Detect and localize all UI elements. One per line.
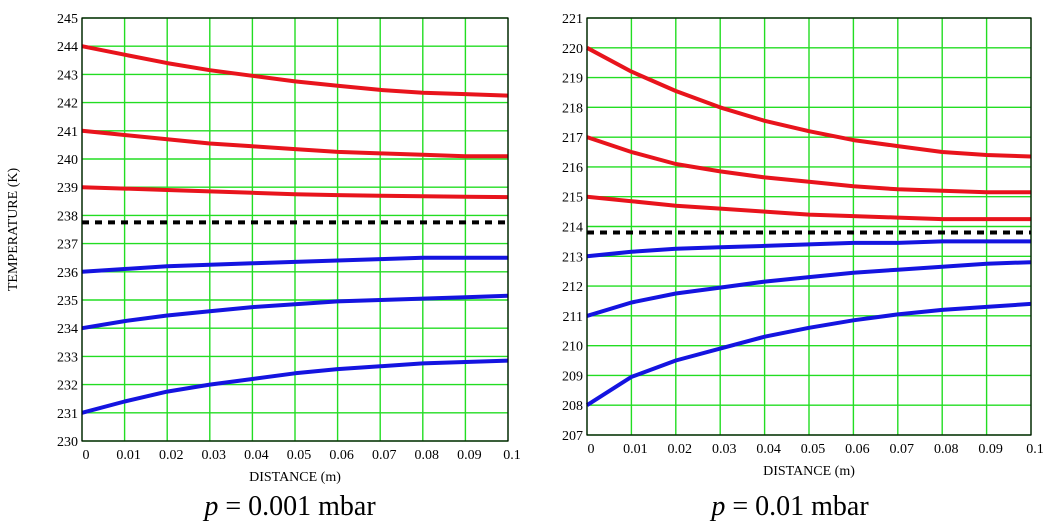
y-tick-label: 214	[562, 221, 583, 236]
x-axis-label: DISTANCE (m)	[763, 464, 855, 479]
y-tick-label: 231	[57, 407, 78, 422]
x-tick-label: 0.09	[978, 442, 1003, 457]
plot-frame	[81, 17, 509, 442]
y-tick-label: 217	[562, 131, 583, 146]
y-tick-label: 221	[562, 12, 583, 27]
x-tick-label: 0.06	[845, 442, 870, 457]
caption-variable: p	[709, 491, 725, 522]
series-line-5	[586, 239, 1031, 259]
y-tick-label: 242	[57, 97, 78, 112]
y-tick-label: 236	[57, 266, 78, 281]
y-tick-label: 207	[562, 429, 583, 444]
y-tick-label: 216	[562, 161, 583, 176]
series-line-6	[586, 260, 1032, 318]
caption-variable: p	[202, 491, 218, 522]
caption-value: = 0.01 mbar	[725, 491, 869, 522]
x-tick-label: 0.04	[756, 442, 781, 457]
y-tick-label: 208	[562, 399, 583, 414]
x-tick-label: 0.02	[668, 442, 693, 457]
series-line-7	[585, 301, 1032, 407]
x-tick-label: 0.01	[116, 448, 141, 463]
x-tick-label: 0.07	[890, 442, 915, 457]
x-tick-label: 0	[83, 448, 90, 463]
y-tick-label: 230	[57, 435, 78, 450]
series-line-2	[586, 135, 1031, 195]
y-tick-label: 240	[57, 153, 78, 168]
y-tick-label: 238	[57, 209, 78, 224]
x-tick-label: 0.06	[329, 448, 354, 463]
x-tick-label: 0	[588, 442, 595, 457]
series-line-3	[586, 194, 1031, 222]
y-tick-label: 220	[562, 42, 583, 57]
y-tick-label: 233	[57, 350, 78, 365]
y-tick-label: 219	[562, 72, 583, 87]
x-tick-label: 0.09	[457, 448, 482, 463]
x-tick-label: 0.07	[372, 448, 397, 463]
series-line-5	[81, 255, 508, 274]
y-tick-label: 212	[562, 280, 583, 295]
y-tick-label: 210	[562, 340, 583, 355]
x-axis-label: DISTANCE (m)	[249, 470, 341, 485]
series-line-2	[81, 128, 508, 159]
y-tick-label: 243	[57, 68, 78, 83]
x-tick-label: 0.1	[503, 448, 521, 463]
y-tick-label: 232	[57, 379, 78, 394]
plot-frame	[586, 17, 1032, 436]
chart-caption: p = 0.01 mbar	[709, 491, 869, 522]
x-tick-label: 0.01	[623, 442, 648, 457]
y-tick-label: 215	[562, 191, 583, 206]
series-line-1	[586, 46, 1032, 159]
y-tick-label: 237	[57, 238, 78, 253]
x-tick-label: 0.05	[287, 448, 312, 463]
x-tick-label: 0.03	[202, 448, 227, 463]
y-tick-label: 239	[57, 181, 78, 196]
y-axis-label: TEMPERATURE (K)	[6, 168, 21, 292]
series-line-6	[81, 293, 509, 331]
x-tick-label: 0.03	[712, 442, 737, 457]
y-tick-label: 211	[563, 310, 583, 325]
series-line-3	[81, 185, 509, 200]
chart-panel-2: 207 208 209 210 211 212 213 214 215 216 217 218 219 2…	[562, 12, 1044, 522]
y-tick-label: 244	[57, 40, 78, 55]
y-tick-label: 241	[57, 125, 78, 140]
x-tick-label: 0.1	[1026, 442, 1044, 457]
y-tick-label: 245	[57, 12, 78, 27]
chart-panel-1: 230 231 232 233 234 235 236 237 238 239 240 241 242 2…	[6, 12, 521, 522]
x-tick-label: 0.08	[934, 442, 959, 457]
caption-value: = 0.001 mbar	[218, 491, 376, 522]
x-tick-label: 0.02	[159, 448, 184, 463]
y-tick-label: 218	[562, 101, 583, 116]
chart-caption: p = 0.001 mbar	[202, 491, 376, 522]
y-tick-label: 235	[57, 294, 78, 309]
x-tick-label: 0.04	[244, 448, 269, 463]
x-tick-label: 0.08	[415, 448, 440, 463]
y-tick-label: 213	[562, 250, 583, 265]
y-tick-label: 209	[562, 369, 583, 384]
series-line-7	[81, 358, 509, 415]
series-line-1	[81, 44, 509, 98]
y-tick-label: 234	[57, 322, 78, 337]
x-tick-label: 0.05	[801, 442, 826, 457]
